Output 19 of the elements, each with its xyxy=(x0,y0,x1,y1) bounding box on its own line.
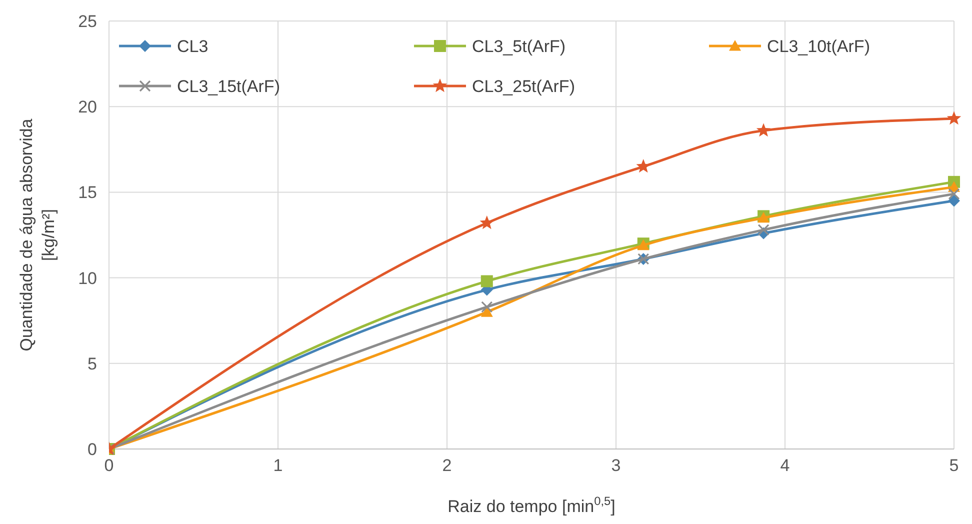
x-tick-label: 1 xyxy=(273,456,283,475)
x-tick-label: 0 xyxy=(104,456,114,475)
y-tick-label: 10 xyxy=(78,268,97,288)
x-tick-label: 5 xyxy=(949,456,959,475)
legend-label: CL3_25t(ArF) xyxy=(472,77,575,96)
x-tick-label: 4 xyxy=(780,456,790,475)
y-tick-label: 0 xyxy=(88,440,97,459)
legend-label: CL3_10t(ArF) xyxy=(767,37,870,56)
y-tick-label: 20 xyxy=(78,98,97,117)
y-tick-label: 15 xyxy=(78,183,97,202)
y-axis-title: Quantidade de água absorvida [kg/m²] xyxy=(17,118,58,352)
legend-label: CL3 xyxy=(177,37,208,56)
x-axis-title: Raiz do tempo [min$^{0,5}$] xyxy=(448,494,616,516)
y-tick-label: 25 xyxy=(78,12,97,31)
x-tick-label: 3 xyxy=(611,456,621,475)
legend-label: CL3_5t(ArF) xyxy=(472,37,566,56)
x-tick-label: 2 xyxy=(442,456,452,475)
legend-label: CL3_15t(ArF) xyxy=(177,77,280,96)
y-tick-label: 5 xyxy=(88,354,97,374)
